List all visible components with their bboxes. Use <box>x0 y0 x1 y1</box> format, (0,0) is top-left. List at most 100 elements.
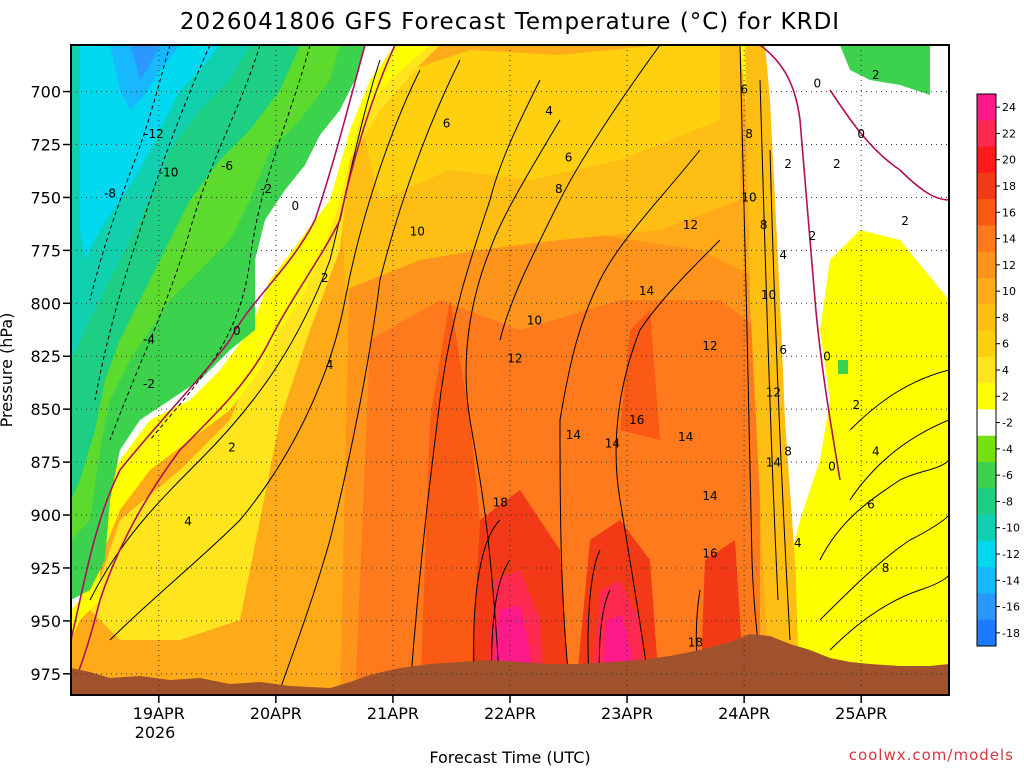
contour-label: -2 <box>143 377 155 391</box>
contour-line <box>819 459 949 561</box>
colorbar-label: 12 <box>1002 259 1016 272</box>
y-axis-title: Pressure (hPa) <box>0 313 16 428</box>
contour-label: 0 <box>828 460 836 474</box>
colorbar-swatch <box>977 462 996 489</box>
contour-label: 14 <box>766 455 781 469</box>
contour-line <box>409 79 541 691</box>
colorbar-swatch <box>977 278 996 305</box>
contour-label: 0 <box>233 324 241 338</box>
contour-label: 2 <box>321 271 329 285</box>
contour-label: 14 <box>702 489 717 503</box>
credit-text: coolwx.com/models <box>849 746 1014 764</box>
colorbar-label: -14 <box>1002 574 1020 587</box>
contour-label: 10 <box>761 288 776 302</box>
contour-label: 14 <box>566 428 581 442</box>
contour-label: 8 <box>882 561 890 575</box>
colorbar-label: 2 <box>1002 390 1009 403</box>
x-tick-label: 22APR <box>484 704 536 723</box>
contour-label: 2 <box>809 229 817 243</box>
terrain <box>71 634 949 695</box>
freezing-contours <box>71 45 949 691</box>
colorbar-label: 18 <box>1002 180 1016 193</box>
contour-label: -4 <box>143 333 155 347</box>
colorbar-swatch <box>977 567 996 594</box>
contour-line <box>829 574 949 651</box>
contour-line <box>615 239 721 691</box>
colorbar-swatch <box>977 383 996 410</box>
contour-label: -8 <box>104 186 116 200</box>
fill-late-green <box>840 45 930 95</box>
y-tick-label: 775 <box>30 241 61 260</box>
y-tick-label: 700 <box>30 83 61 102</box>
contour-label: 12 <box>683 218 698 232</box>
x-axis-title: Forecast Time (UTC) <box>429 748 590 767</box>
colorbar-label: -10 <box>1002 522 1020 535</box>
contour-line <box>473 519 501 691</box>
contour-label: 14 <box>678 430 693 444</box>
fill-band-neg14-neg12 <box>110 45 180 110</box>
contour-label: 18 <box>493 496 508 510</box>
fill-late-orange-ridge <box>745 45 800 695</box>
contour-label: 2 <box>784 157 792 171</box>
fill-core-14-16-b <box>620 310 660 440</box>
colorbar-swatch <box>977 356 996 384</box>
contour-label: 6 <box>867 498 875 512</box>
y-tick-label: 875 <box>30 453 61 472</box>
colorbar-label: -4 <box>1002 443 1013 456</box>
contour-label: 4 <box>794 536 802 550</box>
contour-label: 2 <box>853 398 861 412</box>
colorbar-swatch <box>977 540 996 568</box>
contour-label: 6 <box>779 343 787 357</box>
contour-label: 6 <box>740 83 748 97</box>
contour-label: 16 <box>702 546 717 560</box>
contour-label: 0 <box>857 127 865 141</box>
grid <box>71 45 949 695</box>
colorbar-swatch <box>977 146 996 174</box>
colorbar-swatch <box>977 514 996 542</box>
fill-band-4-6 <box>90 45 440 640</box>
contour-label: 4 <box>545 104 553 118</box>
contour-label: 0 <box>813 76 821 90</box>
x-axis: 19APR 20APR 21APR 22APR 23APR 24APR 25APR <box>133 695 887 723</box>
colorbar-label: 16 <box>1002 206 1016 219</box>
chart-title: 2026041806 GFS Forecast Temperature (°C)… <box>180 9 840 35</box>
y-tick-label: 750 <box>30 188 61 207</box>
y-tick-label: 825 <box>30 347 61 366</box>
contour-label: 8 <box>784 445 792 459</box>
contour-label: 12 <box>507 352 522 366</box>
contour-line <box>71 45 366 641</box>
contour-label: 4 <box>872 445 880 459</box>
colorbar-label: -12 <box>1002 548 1020 561</box>
contour-line <box>109 45 261 441</box>
colorbar-swatch <box>977 94 996 121</box>
colorbar-swatch <box>977 488 996 516</box>
x-tick-label: 23APR <box>601 704 653 723</box>
colorbar-label: -8 <box>1002 495 1013 508</box>
contour-line <box>819 514 949 621</box>
contour-label: 16 <box>629 413 644 427</box>
x-tick-label: 24APR <box>718 704 770 723</box>
colorbar-swatch <box>977 120 996 148</box>
contour-label: -12 <box>144 127 164 141</box>
fill-core-14-16-a <box>420 300 480 695</box>
contour-label: 8 <box>555 182 563 196</box>
y-tick-label: 725 <box>30 136 61 155</box>
colorbar-swatch <box>977 330 996 358</box>
y-tick-label: 925 <box>30 559 61 578</box>
colorbar-label: 6 <box>1002 338 1009 351</box>
x-tick-label: 20APR <box>250 704 302 723</box>
colorbar-label: 8 <box>1002 311 1009 324</box>
colorbar-swatch <box>977 435 996 463</box>
colorbar-label: -16 <box>1002 601 1020 614</box>
y-tick-label: 950 <box>30 612 61 631</box>
colorbar-swatch <box>977 225 996 253</box>
y-axis: 700 725 750 775 800 825 850 875 900 925 950 975 <box>30 83 71 684</box>
contour-line <box>559 149 701 691</box>
contour-line <box>94 45 211 401</box>
contour-label: 12 <box>766 385 781 399</box>
contour-label: 6 <box>565 150 573 164</box>
contour-label: 2 <box>833 157 841 171</box>
colorbar-swatch <box>977 304 996 332</box>
contour-label: 0 <box>823 349 831 363</box>
